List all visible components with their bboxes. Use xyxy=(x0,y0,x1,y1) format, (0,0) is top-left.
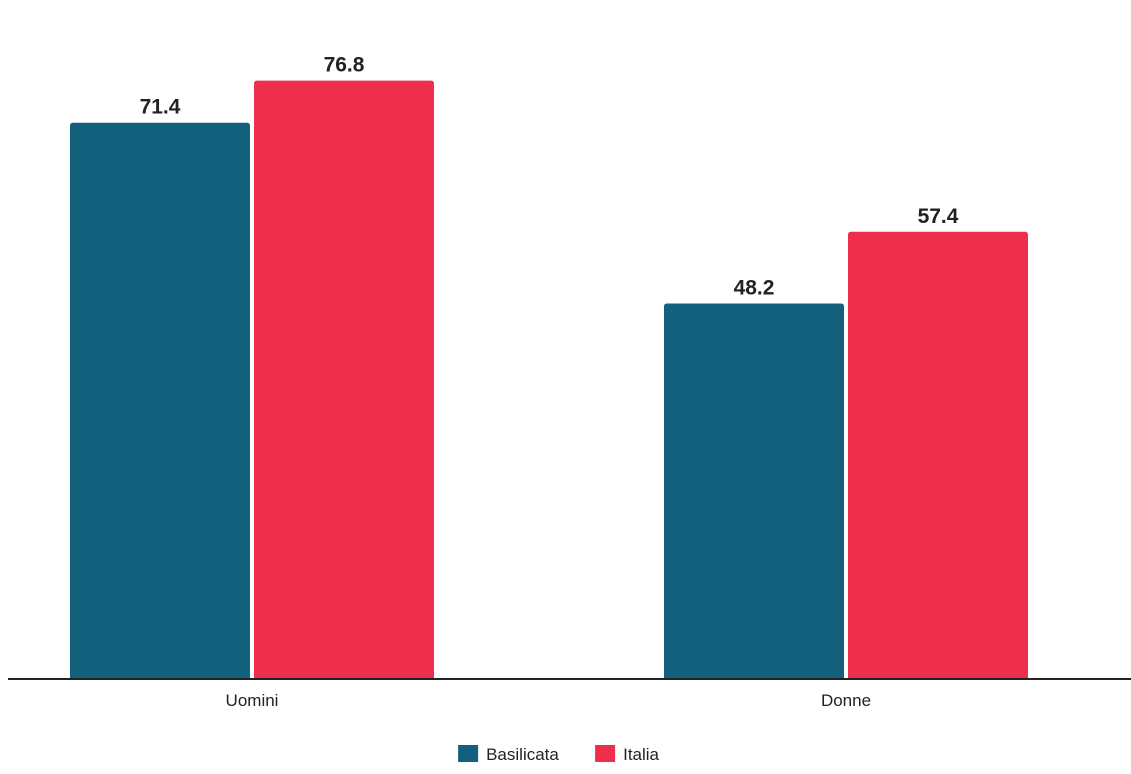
bar-basilicata-uomini xyxy=(70,122,250,680)
x-tick-label-uomini: Uomini xyxy=(226,691,279,710)
data-label-italia-uomini: 76.8 xyxy=(324,54,365,77)
x-tick-label-donne: Donne xyxy=(821,691,871,710)
legend-swatch-italia xyxy=(595,745,616,762)
bar-basilicata-donne xyxy=(664,303,844,679)
bars-layer xyxy=(70,80,1028,680)
legend-label-basilicata: Basilicata xyxy=(486,745,559,764)
legend-swatch-basilicata xyxy=(458,745,479,762)
x-tick-labels-layer: Uomini Donne xyxy=(226,691,872,710)
bar-italia-donne xyxy=(848,231,1028,679)
bar-italia-uomini xyxy=(254,80,434,679)
data-label-basilicata-donne: 48.2 xyxy=(734,276,775,299)
legend: Basilicata Italia xyxy=(458,745,660,764)
data-labels-layer: 71.4 76.8 48.2 57.4 xyxy=(140,54,959,300)
legend-label-italia: Italia xyxy=(623,745,659,764)
data-label-basilicata-uomini: 71.4 xyxy=(140,96,181,119)
data-label-italia-donne: 57.4 xyxy=(918,205,959,228)
